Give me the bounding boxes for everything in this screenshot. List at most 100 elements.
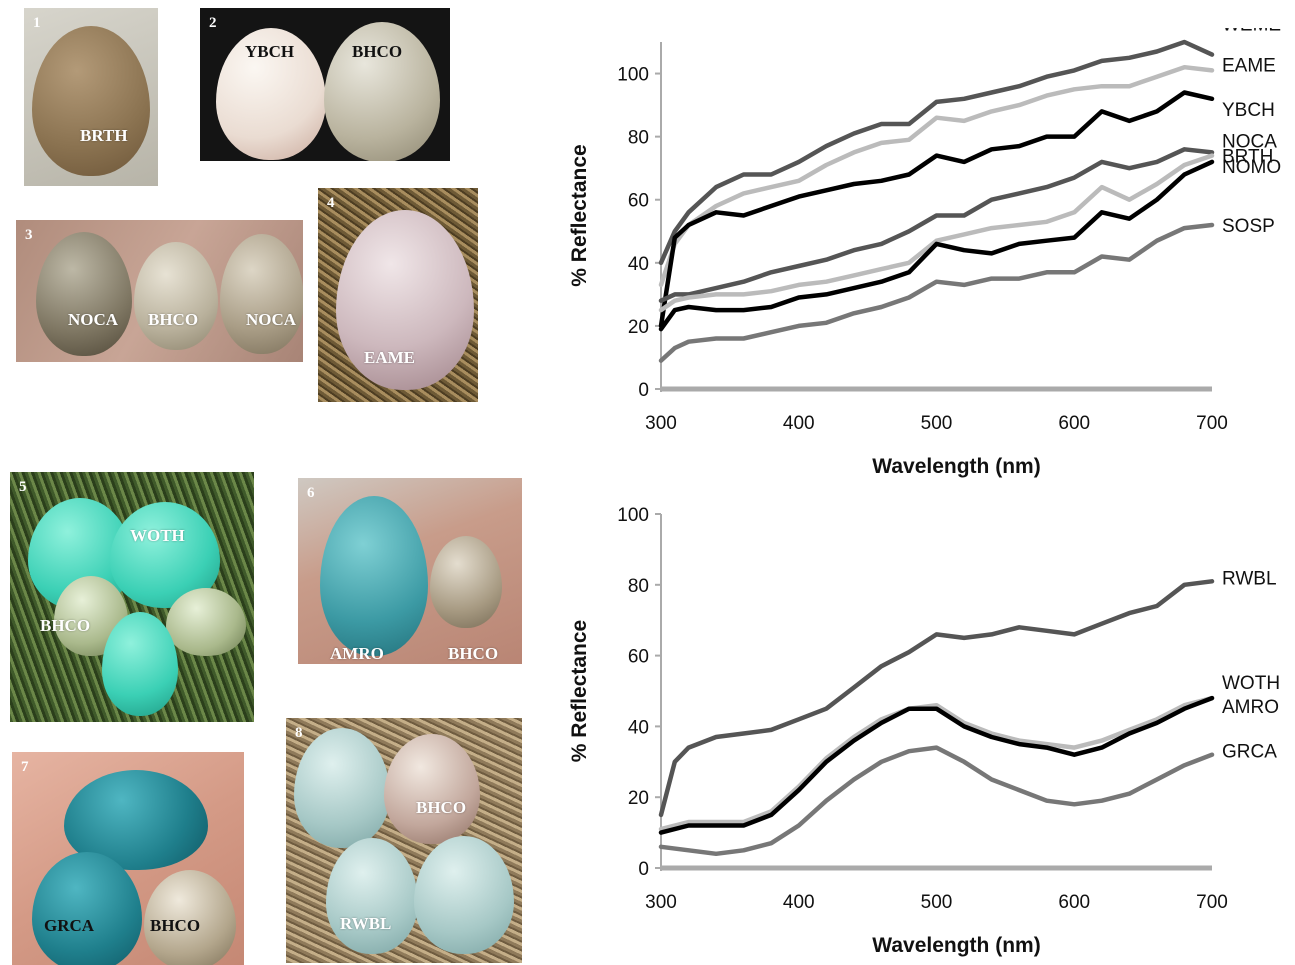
egg-photo-7: 7 GRCA BHCO	[12, 752, 244, 965]
egg	[134, 242, 218, 350]
x-tick-label: 700	[1196, 413, 1228, 434]
reflectance-chart-bottom: 0 20 40 60 80 100 300 400 500 600 700 Wavelength (n…	[560, 500, 1295, 962]
y-tick-label: 0	[638, 859, 649, 880]
series-label-amro: AMRO	[1222, 697, 1279, 718]
egg-label: NOCA	[246, 310, 297, 329]
series-label-noca: NOCA	[1222, 131, 1277, 152]
y-tick-label: 20	[628, 788, 649, 809]
egg-label: EAME	[364, 348, 415, 367]
x-axis-title: Wavelength (nm)	[872, 455, 1040, 478]
x-tick-label: 600	[1058, 413, 1090, 434]
egg-label: RWBL	[340, 914, 392, 933]
egg	[336, 210, 474, 390]
egg-label: BHCO	[352, 42, 403, 61]
x-tick-label: 700	[1196, 892, 1228, 913]
panel-number: 7	[21, 759, 29, 775]
series-label-grca: GRCA	[1222, 742, 1277, 763]
series-line-eame	[658, 64, 1215, 288]
series-line-amro	[658, 695, 1215, 835]
x-tick-label: 600	[1058, 892, 1090, 913]
egg-label: YBCH	[245, 42, 295, 61]
egg-label: BHCO	[150, 916, 201, 935]
series-label-brth: BRTH	[1222, 147, 1273, 168]
y-tick-label: 100	[617, 65, 649, 86]
egg-label: AMRO	[330, 644, 384, 663]
y-axis-title: % Reflectance	[568, 144, 591, 286]
series-label-weme: WEME	[1222, 28, 1281, 36]
series-label-ybch: YBCH	[1222, 100, 1275, 121]
y-tick-label: 80	[628, 576, 649, 597]
egg-label: BHCO	[448, 644, 499, 663]
series-label-sosp: SOSP	[1222, 216, 1275, 237]
egg	[102, 612, 178, 716]
series-label-woth: WOTH	[1222, 673, 1280, 694]
series-line-weme	[658, 39, 1215, 266]
series-line-ybch	[658, 90, 1215, 329]
series-line-brth	[658, 153, 1215, 313]
egg-photo-2: 2 YBCH BHCO	[200, 8, 450, 161]
series-line-nomo	[658, 159, 1215, 332]
series-line-grca	[658, 745, 1215, 857]
egg-photo-3: 3 NOCA BHCO NOCA	[16, 220, 303, 362]
egg	[166, 588, 246, 656]
y-tick-label: 20	[628, 317, 649, 338]
egg	[32, 26, 150, 176]
y-tick-label: 40	[628, 717, 649, 738]
egg-label: BHCO	[416, 798, 467, 817]
series-label-eame: EAME	[1222, 55, 1276, 76]
series-line-noca	[658, 147, 1215, 303]
panel-number: 4	[327, 195, 335, 211]
y-tick-label: 100	[617, 505, 649, 526]
egg	[36, 232, 132, 356]
panel-number: 5	[19, 479, 27, 495]
egg-photo-1: 1 BRTH	[24, 8, 158, 186]
line-chart: 0 20 40 60 80 100 300 400 500 600 700 Wavelength (n…	[568, 28, 1281, 478]
egg	[324, 22, 440, 161]
x-tick-label: 300	[645, 892, 677, 913]
y-tick-label: 80	[628, 128, 649, 149]
series-line-sosp	[658, 222, 1215, 363]
x-tick-label: 400	[783, 413, 815, 434]
egg-photo-5: 5 WOTH BHCO	[10, 472, 254, 722]
egg-label: BHCO	[148, 310, 199, 329]
x-tick-label: 400	[783, 892, 815, 913]
egg-photo-8: 8 BHCO RWBL	[286, 718, 522, 963]
reflectance-chart-top: 0 20 40 60 80 100 300 400 500 600 700 Wavelength (n…	[560, 28, 1295, 490]
egg	[144, 870, 236, 965]
series-line-woth	[658, 695, 1215, 832]
egg-label: NOCA	[68, 310, 119, 329]
egg	[294, 728, 390, 848]
egg-label: BHCO	[40, 616, 91, 635]
egg	[220, 234, 303, 354]
x-axis-title: Wavelength (nm)	[872, 934, 1040, 957]
series-label-rwbl: RWBL	[1222, 568, 1277, 589]
egg-photo-4: 4 EAME	[318, 188, 478, 402]
egg-label: GRCA	[44, 916, 95, 935]
y-tick-label: 60	[628, 647, 649, 668]
x-tick-label: 500	[921, 892, 953, 913]
egg-label: BRTH	[80, 126, 128, 145]
line-chart: 0 20 40 60 80 100 300 400 500 600 700 Wavelength (n…	[568, 505, 1280, 957]
y-tick-label: 60	[628, 191, 649, 212]
egg-photo-6: 6 AMRO BHCO	[298, 478, 522, 664]
egg	[326, 838, 418, 954]
panel-number: 3	[25, 227, 33, 243]
y-tick-label: 40	[628, 254, 649, 275]
egg	[430, 536, 502, 628]
egg	[32, 852, 142, 965]
series-line-rwbl	[658, 579, 1215, 818]
panel-number: 1	[33, 15, 41, 31]
panel-number: 2	[209, 15, 217, 31]
egg-label: WOTH	[130, 526, 185, 545]
series-label-nomo: NOMO	[1222, 157, 1281, 178]
panel-number: 8	[295, 725, 303, 741]
egg	[216, 28, 326, 160]
egg	[320, 496, 428, 656]
x-tick-label: 300	[645, 413, 677, 434]
y-tick-label: 0	[638, 380, 649, 401]
y-axis-title: % Reflectance	[568, 620, 591, 762]
x-tick-label: 500	[921, 413, 953, 434]
panel-number: 6	[307, 485, 315, 501]
egg	[414, 836, 514, 954]
egg	[384, 734, 480, 844]
